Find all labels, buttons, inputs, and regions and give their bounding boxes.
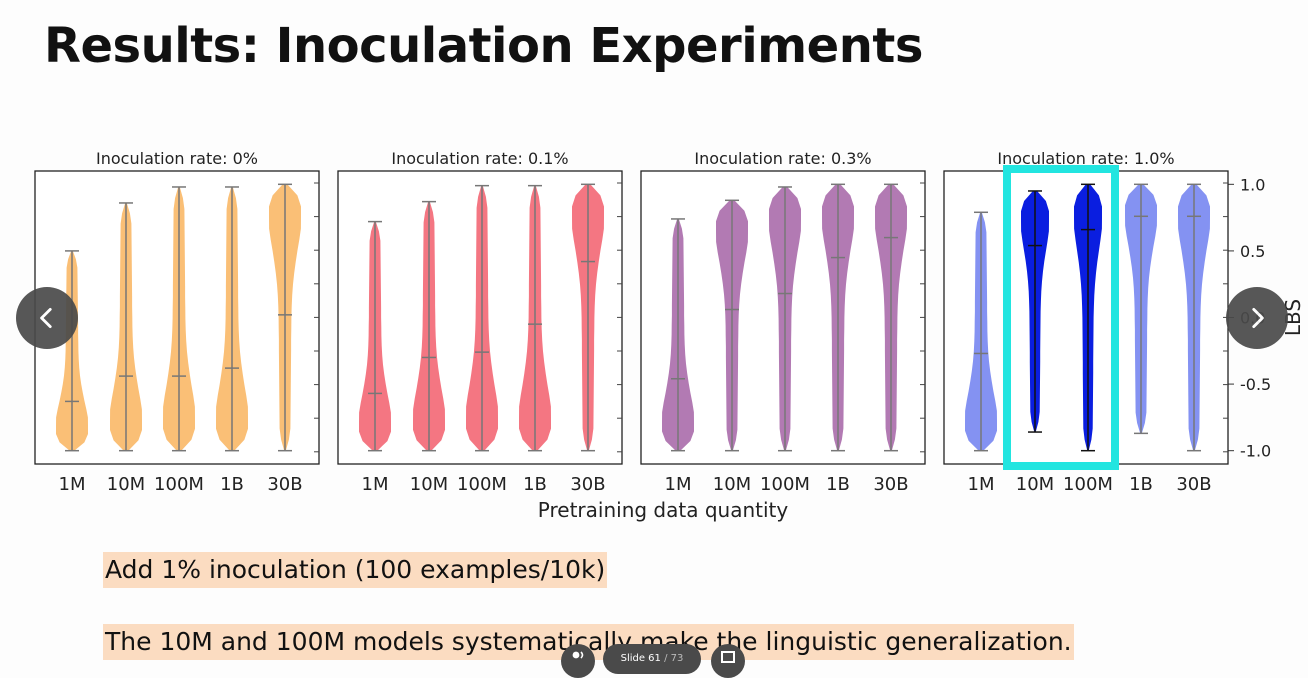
x-tick-label: 10M (410, 474, 448, 495)
y-tick-label: -0.5 (1240, 375, 1271, 394)
slide-separator: / (664, 653, 668, 664)
x-tick-label: 100M (457, 474, 507, 495)
slide-counter: Slide 61 / 73 (603, 644, 701, 674)
highlight-box (1003, 165, 1119, 470)
y-tick-label: -1.0 (1240, 442, 1271, 461)
x-tick-label: 1M (59, 474, 86, 495)
x-tick-label: 10M (107, 474, 145, 495)
next-slide-button[interactable] (1226, 287, 1288, 349)
x-tick-label: 10M (713, 474, 751, 495)
x-tick-label: 30B (267, 474, 302, 495)
x-tick-label: 100M (760, 474, 810, 495)
slide-label: Slide 61 (620, 653, 661, 664)
panel-3: Inoculation rate: 1.0% 1M 10M 100M 1B 30B (943, 149, 1229, 495)
x-axis-label: Pretraining data quantity (538, 498, 789, 522)
x-tick-label: 10M (1016, 474, 1054, 495)
prev-slide-button[interactable] (16, 287, 78, 349)
panel-0: Inoculation rate: 0% 1M 10M 100M 1B 30B (34, 149, 320, 495)
presenter-button[interactable] (561, 644, 595, 678)
chevron-left-icon (40, 307, 52, 329)
x-tick-label: 1B (826, 474, 850, 495)
fullscreen-icon (721, 651, 735, 663)
x-tick-label: 1M (968, 474, 995, 495)
panel-title: Inoculation rate: 0.3% (694, 149, 871, 168)
x-tick-label: 1M (665, 474, 692, 495)
slide-total: 73 (670, 653, 684, 664)
x-tick-label: 100M (154, 474, 204, 495)
panel-2: Inoculation rate: 0.3% 1M 10M 100M 1B 30B (640, 149, 926, 495)
slide-title: Results: Inoculation Experiments (44, 18, 923, 74)
x-tick-label: 1M (362, 474, 389, 495)
presenter-icon (572, 651, 584, 659)
panel-title: Inoculation rate: 0% (96, 149, 258, 168)
note-inoculation: Add 1% inoculation (100 examples/10k) (103, 552, 608, 588)
panel-1: Inoculation rate: 0.1% 1M 10M 100M 1B 30B (337, 149, 623, 495)
x-tick-label: 1B (220, 474, 244, 495)
y-tick-label: 1.0 (1240, 175, 1265, 194)
x-tick-label: 30B (1176, 474, 1211, 495)
y-tick-label: 0.5 (1240, 242, 1265, 261)
x-tick-label: 1B (1129, 474, 1153, 495)
panel-title: Inoculation rate: 0.1% (391, 149, 568, 168)
fullscreen-button[interactable] (711, 644, 745, 678)
x-tick-label: 100M (1063, 474, 1113, 495)
x-tick-label: 1B (523, 474, 547, 495)
chevron-right-icon (1252, 307, 1264, 329)
x-tick-label: 30B (570, 474, 605, 495)
x-tick-label: 30B (873, 474, 908, 495)
panel-title: Inoculation rate: 1.0% (997, 149, 1174, 168)
